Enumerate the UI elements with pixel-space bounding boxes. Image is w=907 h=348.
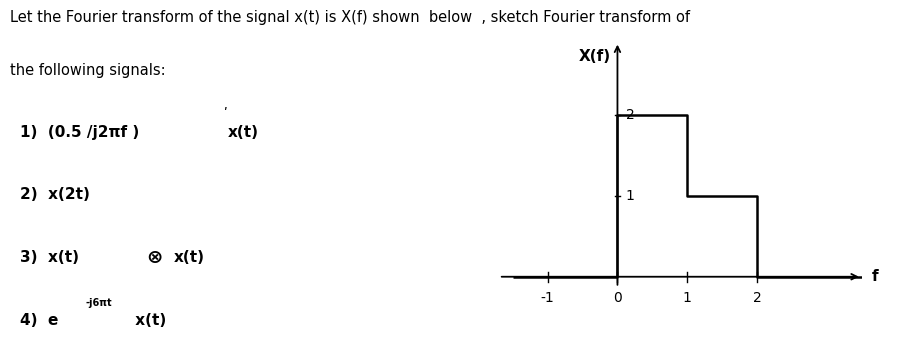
Text: f: f [873, 269, 879, 284]
Text: x(t): x(t) [228, 125, 258, 140]
Text: ⊗: ⊗ [146, 248, 162, 267]
Text: 1)  (0.5 /j2πf ): 1) (0.5 /j2πf ) [20, 125, 150, 140]
Text: 1: 1 [626, 189, 635, 203]
Text: 4)  e: 4) e [20, 313, 58, 328]
Text: 1: 1 [683, 291, 692, 305]
Text: -1: -1 [541, 291, 554, 305]
Text: ʹ: ʹ [223, 106, 227, 120]
Text: 3)  x(t): 3) x(t) [20, 250, 79, 265]
Text: 2)  x(2t): 2) x(2t) [20, 187, 90, 203]
Text: X(f): X(f) [579, 49, 611, 64]
Text: 0: 0 [613, 291, 622, 305]
Text: -j6πt: -j6πt [85, 298, 112, 308]
Text: x(t): x(t) [174, 250, 205, 265]
Text: Let the Fourier transform of the signal x(t) is X(f) shown  below  , sketch Four: Let the Fourier transform of the signal … [10, 10, 690, 25]
Text: x(t): x(t) [130, 313, 166, 328]
Text: 2: 2 [753, 291, 761, 305]
Text: 2: 2 [626, 108, 635, 122]
Text: the following signals:: the following signals: [10, 63, 165, 78]
